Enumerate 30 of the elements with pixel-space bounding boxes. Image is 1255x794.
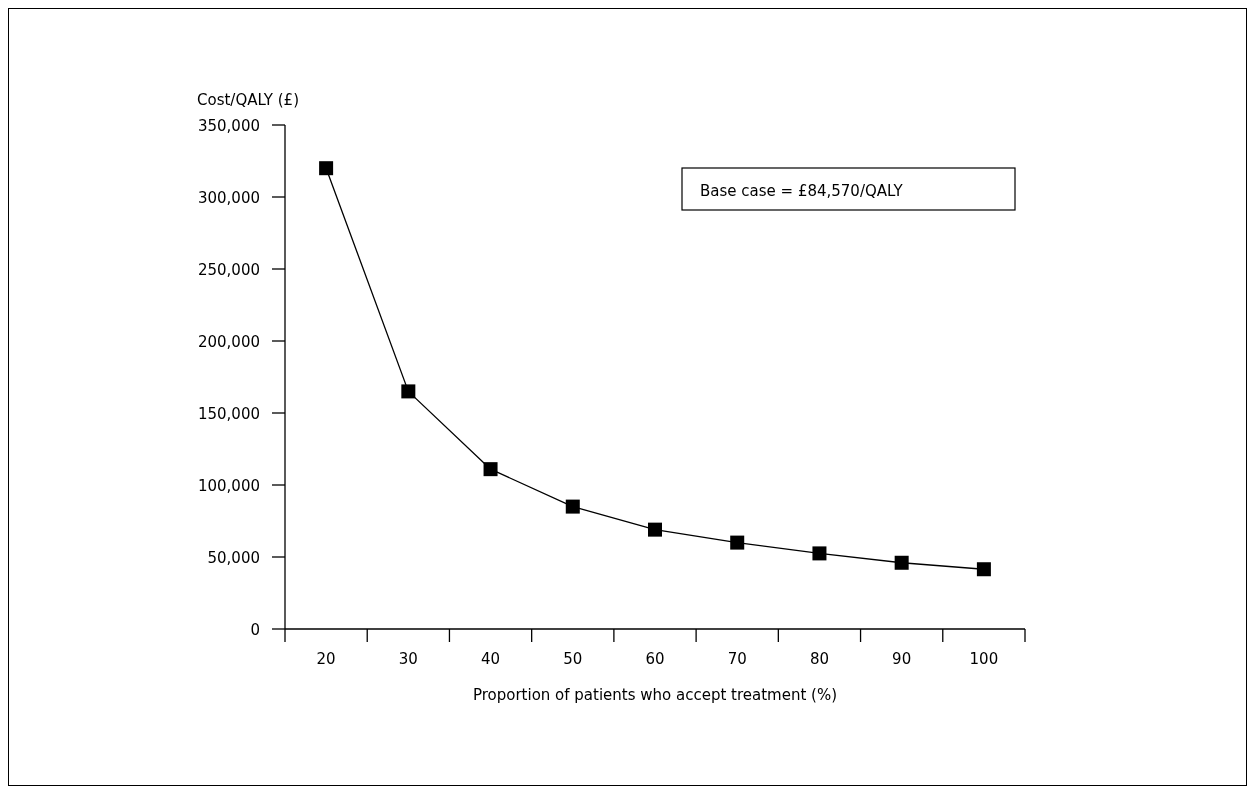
x-tick-label: 80 bbox=[809, 650, 829, 668]
x-tick-label: 70 bbox=[727, 650, 747, 668]
point bbox=[401, 384, 416, 399]
y-tick-label: 350,000 bbox=[197, 117, 260, 135]
x-tick-label: 100 bbox=[969, 650, 999, 668]
x-tick-label: 50 bbox=[563, 650, 583, 668]
y-tick-label: 100,000 bbox=[197, 477, 260, 495]
point bbox=[812, 546, 827, 561]
x-axis-title: Proportion of patients who accept treatment (%) bbox=[472, 686, 838, 704]
point bbox=[894, 555, 909, 570]
point bbox=[483, 462, 498, 477]
point bbox=[319, 161, 334, 176]
x-tick-label: 20 bbox=[316, 650, 336, 668]
y-tick-label: 250,000 bbox=[197, 261, 260, 279]
annotation: Base case = £84,570/QALY bbox=[700, 182, 904, 200]
x-tick-label: 30 bbox=[398, 650, 418, 668]
y-tick-label: 200,000 bbox=[197, 333, 260, 351]
y-axis-title: Cost/QALY (£) bbox=[197, 91, 300, 109]
y-tick-label: 300,000 bbox=[197, 189, 260, 207]
y-tick-label: 50,000 bbox=[207, 549, 260, 567]
point bbox=[976, 562, 991, 577]
y-tick-label: 150,000 bbox=[197, 405, 260, 423]
y-tick-label: 0 bbox=[250, 621, 260, 639]
x-tick-label: 40 bbox=[481, 650, 501, 668]
point bbox=[565, 499, 580, 514]
point bbox=[648, 522, 662, 537]
point bbox=[730, 535, 745, 550]
x-tick-label: 90 bbox=[892, 650, 912, 668]
x-tick-label: 60 bbox=[645, 650, 665, 668]
note-box: Base case = £84,570/QALY bbox=[681, 167, 1016, 211]
